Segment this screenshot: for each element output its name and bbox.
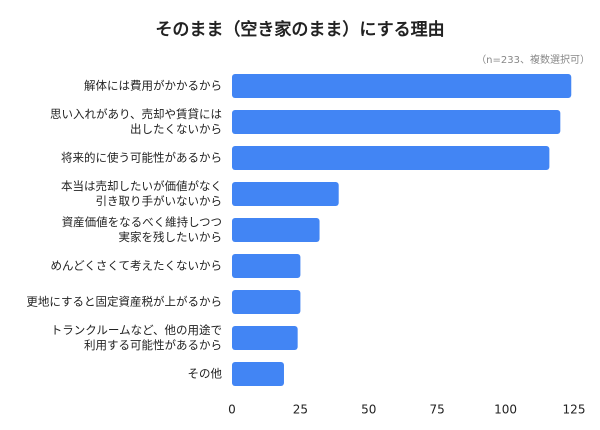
x-tick-label: 50 [361,403,376,417]
x-tick-label: 100 [494,403,517,417]
y-tick-label: トランクルームなど、他の用途で 利用する可能性があるから [50,323,222,352]
bar [232,74,572,98]
x-tick-label: 75 [430,403,445,417]
y-tick-label: めんどくさくて考えたくないから [50,258,222,273]
y-tick-label: 解体には費用がかかるから [84,78,222,93]
x-tick-label: 125 [563,403,586,417]
y-tick-label: 資産価値をなるべく維持しつつ 実家を残したいから [61,215,222,244]
bar [232,182,339,206]
y-tick-label: 思い入れがあり、売却や賃貸には 出したくないから [49,107,222,136]
y-tick-label: 将来的に使う可能性があるから [61,150,222,165]
y-tick-label: 更地にすると固定資産税が上がるから [26,294,222,309]
chart-subtitle: （n=233、複数選択可） [476,53,590,66]
y-tick-label: 本当は売却したいが価値がなく 引き取り手がいないから [61,179,222,208]
bar [232,110,561,134]
bar [232,362,284,386]
bar [232,290,301,314]
bar [232,218,320,242]
x-tick-label: 25 [293,403,308,417]
chart-title: そのまま（空き家のまま）にする理由 [155,19,444,40]
y-tick-label: その他 [187,366,223,381]
bar [232,146,550,170]
x-tick-label: 0 [228,403,236,417]
bar [232,326,298,350]
bar [232,254,301,278]
